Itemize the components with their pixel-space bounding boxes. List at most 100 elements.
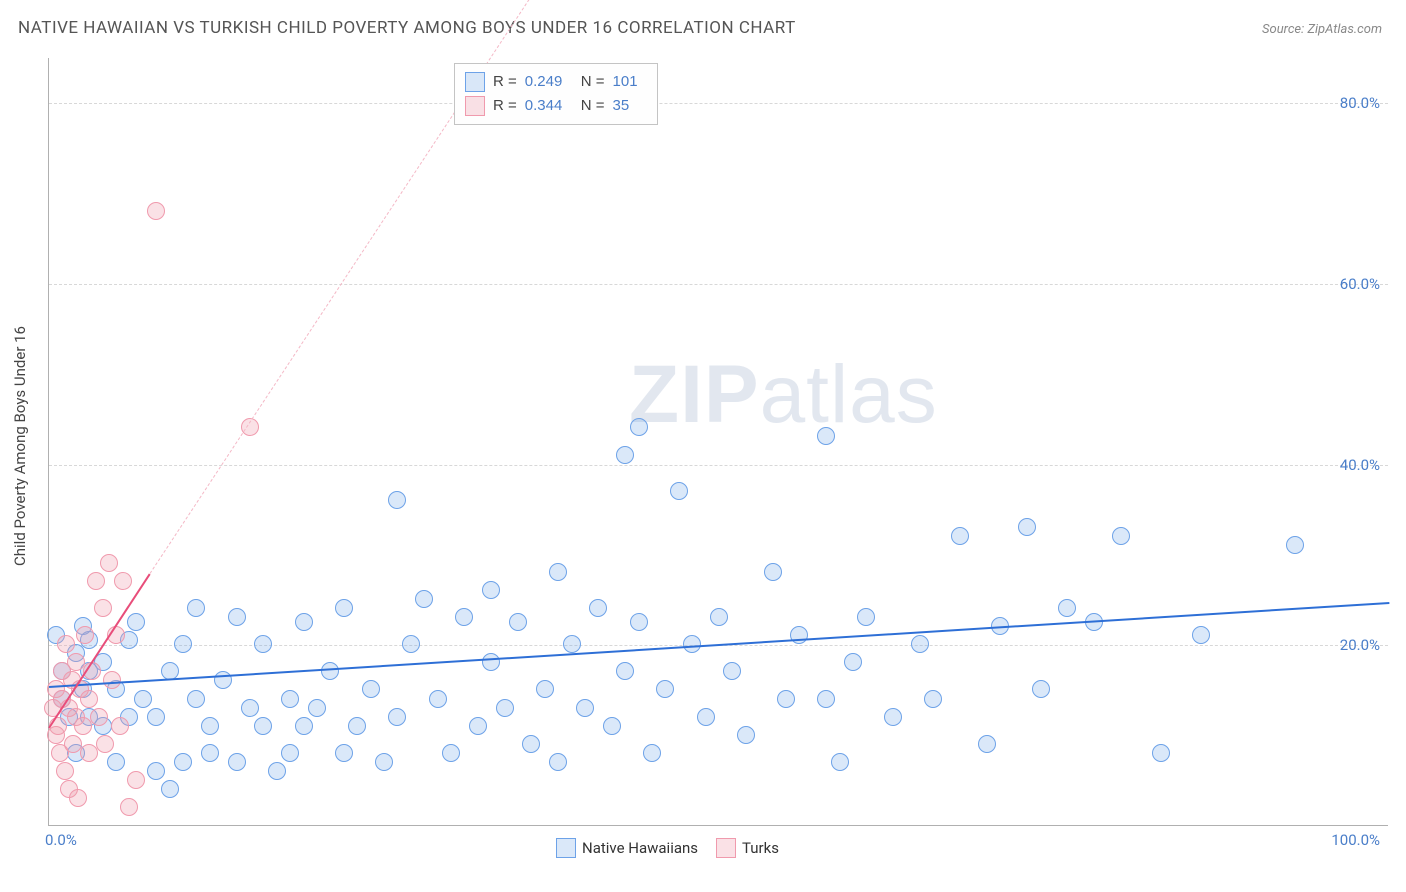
data-point xyxy=(924,690,942,708)
watermark-atlas: atlas xyxy=(760,349,938,440)
data-point xyxy=(295,613,313,631)
data-point xyxy=(147,708,165,726)
data-point xyxy=(80,744,98,762)
legend-swatch xyxy=(716,838,736,858)
data-point xyxy=(201,744,219,762)
data-point xyxy=(670,482,688,500)
data-point xyxy=(442,744,460,762)
data-point xyxy=(295,717,313,735)
grid-line xyxy=(49,465,1388,466)
legend-swatch xyxy=(556,838,576,858)
data-point xyxy=(549,563,567,581)
data-point xyxy=(335,599,353,617)
grid-line xyxy=(49,284,1388,285)
data-point xyxy=(469,717,487,735)
watermark: ZIPatlas xyxy=(629,348,938,442)
data-point xyxy=(90,708,108,726)
data-point xyxy=(281,690,299,708)
data-point xyxy=(134,690,152,708)
data-point xyxy=(100,554,118,572)
data-point xyxy=(120,798,138,816)
data-point xyxy=(308,699,326,717)
data-point xyxy=(147,762,165,780)
data-point xyxy=(1032,680,1050,698)
data-point xyxy=(127,613,145,631)
data-point xyxy=(616,662,634,680)
source-link[interactable]: ZipAtlas.com xyxy=(1307,22,1382,37)
data-point xyxy=(482,581,500,599)
correlation-stats-box: R = 0.249 N = 101R = 0.344 N = 35 xyxy=(454,63,658,125)
data-point xyxy=(147,202,165,220)
data-point xyxy=(161,780,179,798)
data-point xyxy=(254,635,272,653)
data-point xyxy=(656,680,674,698)
data-point xyxy=(228,753,246,771)
data-point xyxy=(388,491,406,509)
legend-swatch xyxy=(465,96,485,116)
data-point xyxy=(94,599,112,617)
n-label: N = xyxy=(581,70,605,94)
data-point xyxy=(496,699,514,717)
data-point xyxy=(817,690,835,708)
n-value: 35 xyxy=(613,94,647,118)
r-label: R = xyxy=(493,70,517,94)
data-point xyxy=(697,708,715,726)
data-point xyxy=(630,418,648,436)
data-point xyxy=(1018,518,1036,536)
r-value: 0.344 xyxy=(525,94,573,118)
data-point xyxy=(57,635,75,653)
data-point xyxy=(817,427,835,445)
data-point xyxy=(536,680,554,698)
y-tick-label: 60.0% xyxy=(1340,275,1380,293)
x-tick-label: 100.0% xyxy=(1331,831,1380,849)
plot-area: ZIPatlas 20.0%40.0%60.0%80.0%0.0%100.0% xyxy=(48,58,1388,826)
data-point xyxy=(201,717,219,735)
data-point xyxy=(643,744,661,762)
data-point xyxy=(1152,744,1170,762)
data-point xyxy=(603,717,621,735)
data-point xyxy=(388,708,406,726)
data-point xyxy=(710,608,728,626)
data-point xyxy=(114,572,132,590)
data-point xyxy=(111,717,129,735)
data-point xyxy=(375,753,393,771)
n-label: N = xyxy=(581,94,605,118)
data-point xyxy=(69,789,87,807)
source-attribution: Source: ZipAtlas.com xyxy=(1262,22,1382,37)
r-value: 0.249 xyxy=(525,70,573,94)
data-point xyxy=(777,690,795,708)
data-point xyxy=(1286,536,1304,554)
source-prefix: Source: xyxy=(1262,22,1307,37)
data-point xyxy=(1112,527,1130,545)
data-point xyxy=(268,762,286,780)
data-point xyxy=(723,662,741,680)
data-point xyxy=(1058,599,1076,617)
x-tick-label: 0.0% xyxy=(45,831,77,849)
data-point xyxy=(884,708,902,726)
n-value: 101 xyxy=(613,70,647,94)
grid-line xyxy=(49,103,1388,104)
data-point xyxy=(630,613,648,631)
data-point xyxy=(616,446,634,464)
data-point xyxy=(187,599,205,617)
stats-row: R = 0.249 N = 101 xyxy=(465,70,647,94)
legend-item: Turks xyxy=(716,838,779,858)
data-point xyxy=(254,717,272,735)
y-axis-title: Child Poverty Among Boys Under 16 xyxy=(11,326,29,566)
y-tick-label: 20.0% xyxy=(1340,636,1380,654)
stats-row: R =0.344N =35 xyxy=(465,94,647,118)
data-point xyxy=(362,680,380,698)
legend-label: Native Hawaiians xyxy=(582,839,698,857)
y-tick-label: 80.0% xyxy=(1340,94,1380,112)
data-point xyxy=(87,572,105,590)
data-point xyxy=(103,671,121,689)
data-point xyxy=(281,744,299,762)
data-point xyxy=(96,735,114,753)
series-legend: Native Hawaiians Turks xyxy=(556,838,779,858)
data-point xyxy=(549,753,567,771)
data-point xyxy=(174,753,192,771)
data-point xyxy=(911,635,929,653)
data-point xyxy=(790,626,808,644)
data-point xyxy=(522,735,540,753)
data-point xyxy=(509,613,527,631)
